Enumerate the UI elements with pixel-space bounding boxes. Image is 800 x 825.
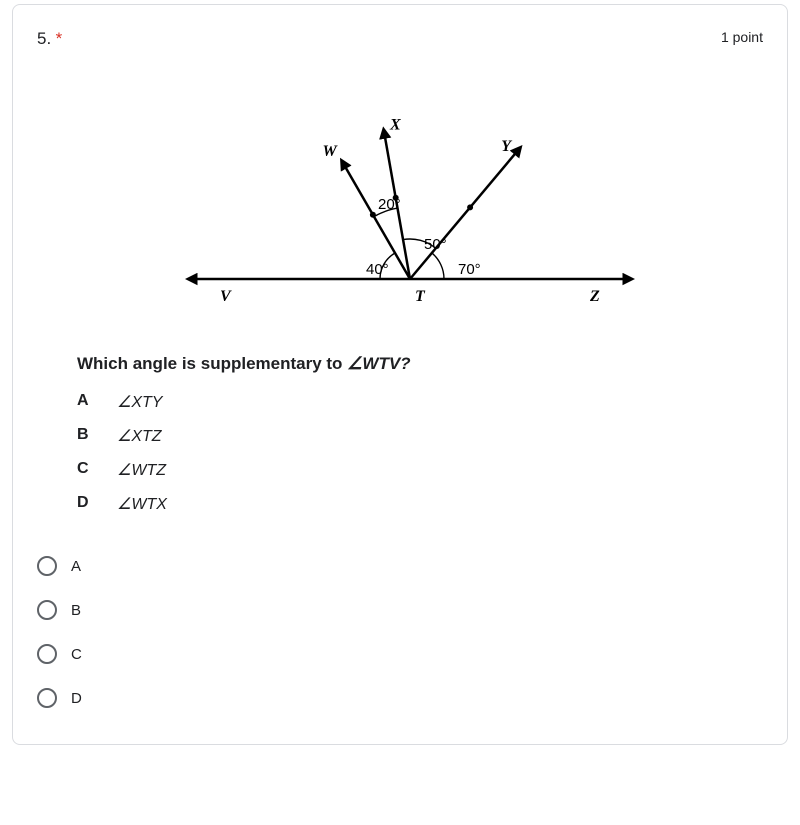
answer-choice-list: A ∠XTY B ∠XTZ C ∠WTZ D ∠WTX [77, 392, 763, 514]
diagram-svg: W X Y V T Z 20° 40° 50° 70° [160, 69, 640, 329]
answer-value: ∠XTZ [117, 426, 162, 446]
svg-text:50°: 50° [424, 236, 447, 253]
answer-letter: C [77, 460, 95, 480]
radio-label: A [71, 558, 81, 575]
answer-letter: B [77, 426, 95, 446]
radio-circle-icon[interactable] [37, 556, 57, 576]
svg-text:40°: 40° [366, 261, 389, 278]
answer-value: ∠WTZ [117, 460, 166, 480]
svg-text:Y: Y [501, 138, 512, 155]
svg-text:Z: Z [589, 288, 600, 305]
radio-circle-icon[interactable] [37, 600, 57, 620]
prompt-prefix: Which angle is supplementary to [77, 354, 347, 373]
radio-options: A B C D [37, 544, 763, 720]
answer-letter: D [77, 494, 95, 514]
radio-label: C [71, 646, 82, 663]
radio-label: B [71, 602, 81, 619]
question-prompt: Which angle is supplementary to ∠WTV? [77, 354, 763, 374]
question-number-wrap: 5. * [37, 29, 62, 49]
answer-choice: B ∠XTZ [77, 426, 763, 446]
svg-text:70°: 70° [458, 261, 481, 278]
svg-text:T: T [415, 288, 426, 305]
radio-option[interactable]: A [37, 544, 763, 588]
radio-circle-icon[interactable] [37, 688, 57, 708]
radio-option[interactable]: D [37, 676, 763, 720]
question-number: 5. [37, 29, 51, 48]
answer-letter: A [77, 392, 95, 412]
required-asterisk: * [56, 29, 63, 48]
radio-option[interactable]: C [37, 632, 763, 676]
angle-diagram: W X Y V T Z 20° 40° 50° 70° [37, 69, 763, 334]
svg-text:X: X [389, 116, 401, 133]
radio-circle-icon[interactable] [37, 644, 57, 664]
question-points: 1 point [721, 29, 763, 45]
answer-value: ∠WTX [117, 494, 167, 514]
answer-choice: A ∠XTY [77, 392, 763, 412]
question-header: 5. * 1 point [37, 29, 763, 49]
prompt-angle: ∠WTV? [347, 354, 410, 373]
radio-option[interactable]: B [37, 588, 763, 632]
svg-text:W: W [323, 143, 339, 160]
svg-text:20°: 20° [378, 196, 401, 213]
answer-choice: C ∠WTZ [77, 460, 763, 480]
svg-text:V: V [220, 288, 232, 305]
answer-choice: D ∠WTX [77, 494, 763, 514]
radio-label: D [71, 690, 82, 707]
answer-value: ∠XTY [117, 392, 162, 412]
question-card: 5. * 1 point W X Y V T Z 20° 40° 50° 70° Which an… [12, 4, 788, 745]
